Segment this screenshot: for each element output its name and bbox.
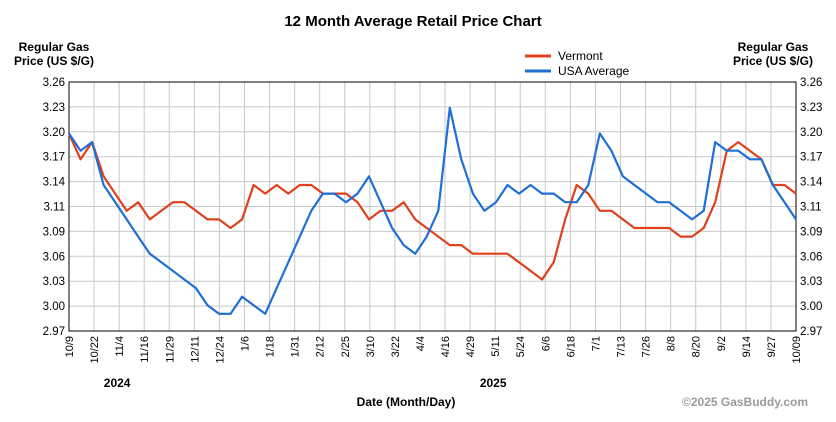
y-tick-label-right: 2.97 — [800, 326, 822, 338]
right-y-axis-title-line2: Price (US $/G) — [733, 54, 813, 68]
x-tick-label: 3/10 — [365, 336, 377, 357]
x-tick-label: 6/18 — [565, 336, 577, 357]
x-axis-labels: 10/9 10/22 11/4 11/16 11/29 12/11 12/24 1/6 1/18… — [64, 336, 803, 364]
y-tick-label-left: 3.17 — [43, 152, 65, 164]
x-tick-label: 8/8 — [666, 336, 678, 351]
series-line-usa-average — [68, 106, 797, 315]
year-labels: 2024 2025 — [104, 376, 507, 390]
x-tick-label: 11/4 — [114, 336, 126, 357]
left-y-axis-title-line1: Regular Gas — [19, 40, 90, 54]
y-tick-label-left: 3.06 — [43, 251, 65, 263]
legend: Vermont USA Average — [525, 49, 629, 78]
y-tick-label-right: 3.00 — [800, 301, 822, 313]
year-label: 2024 — [104, 376, 131, 390]
year-label: 2025 — [480, 376, 507, 390]
series-lines — [67, 106, 797, 315]
x-tick-label: 10/22 — [89, 336, 101, 364]
x-tick-label: 12/11 — [189, 336, 201, 363]
x-tick-label: 9/14 — [741, 336, 753, 357]
y-tick-label-left: 3.26 — [43, 77, 65, 89]
y-tick-label-right: 3.26 — [800, 77, 822, 89]
legend-label-usa-average: USA Average — [558, 64, 629, 78]
y-tick-label-left: 3.03 — [43, 276, 65, 288]
y-tick-label-right: 3.17 — [800, 152, 822, 164]
y-axis-labels: 3.26 3.26 3.23 3.23 3.20 3.20 3.17 3.17 3.14 3.14… — [43, 77, 823, 338]
y-tick-label-left: 3.09 — [43, 226, 65, 238]
gasbuddy-credit: ©2025 GasBuddy.com — [682, 395, 808, 409]
y-tick-label-right: 3.20 — [800, 127, 822, 139]
chart-title: 12 Month Average Retail Price Chart — [284, 13, 541, 30]
y-tick-label-right: 3.03 — [800, 276, 822, 288]
grid — [68, 81, 797, 332]
y-tick-label-left: 3.11 — [43, 202, 65, 214]
x-tick-label: 6/6 — [540, 336, 552, 351]
plot-area-border — [68, 81, 797, 332]
x-tick-label: 7/1 — [590, 336, 602, 351]
x-tick-label: 7/26 — [641, 336, 653, 357]
y-tick-label-right: 3.06 — [800, 251, 822, 263]
x-tick-label: 4/4 — [415, 336, 427, 351]
x-tick-label: 2/12 — [315, 336, 327, 357]
x-tick-label: 1/6 — [239, 336, 251, 351]
y-tick-label-right: 3.14 — [800, 177, 823, 189]
x-tick-label: 7/13 — [616, 336, 628, 357]
x-tick-label: 11/16 — [139, 336, 151, 363]
x-tick-label: 11/29 — [164, 336, 176, 363]
x-tick-label: 10/9 — [64, 336, 76, 357]
y-tick-label-left: 3.00 — [43, 301, 65, 313]
x-tick-label: 9/2 — [716, 336, 728, 351]
x-tick-label: 3/22 — [390, 336, 402, 357]
left-y-axis-title-line2: Price (US $/G) — [14, 54, 94, 68]
right-y-axis-title-line1: Regular Gas — [738, 40, 809, 54]
x-tick-label: 9/27 — [766, 336, 778, 357]
x-tick-label: 5/24 — [515, 336, 527, 357]
legend-label-vermont: Vermont — [558, 49, 603, 63]
x-tick-label: 2/25 — [340, 336, 352, 357]
y-tick-label-right: 3.09 — [800, 226, 822, 238]
x-tick-label: 1/31 — [290, 336, 302, 357]
x-tick-label: 5/11 — [490, 336, 502, 357]
y-tick-label-left: 3.20 — [43, 127, 65, 139]
y-tick-label-left: 3.14 — [43, 177, 66, 189]
x-tick-label: 8/20 — [691, 336, 703, 357]
series-line-vermont — [67, 133, 797, 281]
y-tick-label-right: 3.11 — [800, 202, 822, 214]
x-tick-label: 4/16 — [440, 336, 452, 357]
y-tick-label-left: 2.97 — [43, 326, 65, 338]
x-tick-label: 4/29 — [465, 336, 477, 357]
x-axis-title: Date (Month/Day) — [357, 395, 456, 409]
x-tick-label: 12/24 — [214, 336, 226, 364]
y-tick-label-left: 3.23 — [43, 102, 65, 114]
y-tick-label-right: 3.23 — [800, 102, 822, 114]
x-tick-label: 1/18 — [265, 336, 277, 357]
x-tick-label: 10/09 — [791, 336, 803, 364]
